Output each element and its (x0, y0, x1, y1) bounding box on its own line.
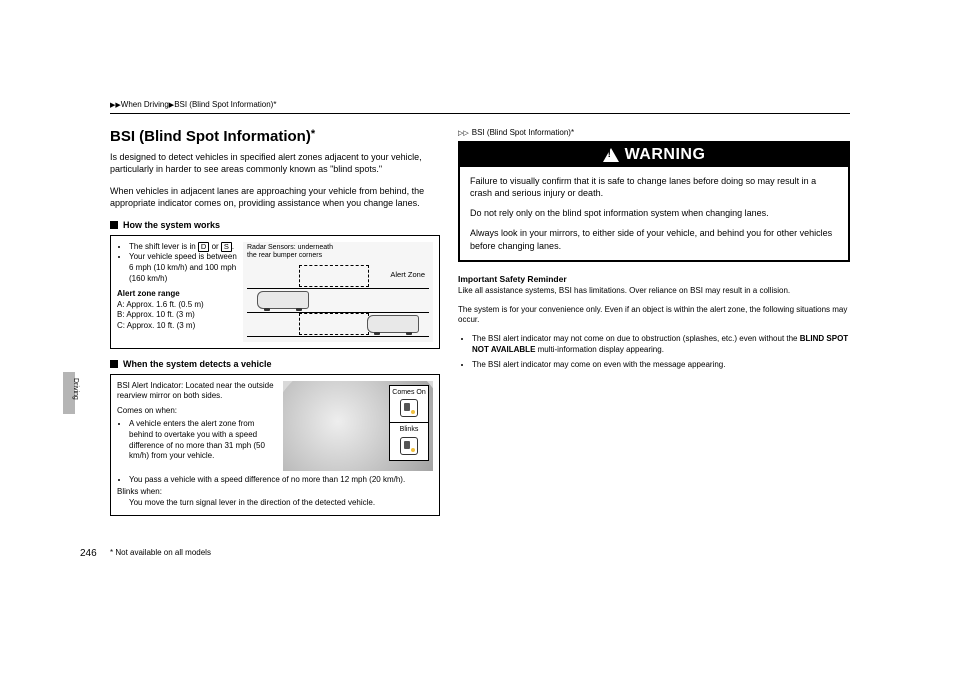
blinks-desc: You move the turn signal lever in the di… (117, 498, 433, 509)
section-tab-label: Driving (72, 378, 79, 400)
square-bullet-icon (110, 360, 118, 368)
side-reference: ▷▷BSI (Blind Spot Information)* (458, 128, 850, 137)
own-car-icon (257, 291, 309, 309)
alert-zone-illustration: Radar Sensors: underneath the rear bumpe… (243, 242, 433, 342)
range-heading: Alert zone range (117, 289, 237, 300)
range-a: A: Approx. 1.6 ft. (0.5 m) (117, 300, 237, 311)
title-asterisk: * (311, 128, 315, 140)
reminder-bullet: The BSI alert indicator may not come on … (472, 334, 850, 356)
square-bullet-icon (110, 221, 118, 229)
comes-on-bullet: You pass a vehicle with a speed differen… (129, 475, 433, 486)
blinks-label: Blinks (390, 425, 428, 434)
comes-on-label: Comes on when: (117, 406, 277, 417)
divider (110, 113, 850, 114)
title-text: BSI (Blind Spot Information) (110, 128, 311, 145)
side-ref-asterisk: * (571, 128, 574, 137)
range-b: B: Approx. 10 ft. (3 m) (117, 310, 237, 321)
warning-paragraph: Always look in your mirrors, to either s… (470, 227, 838, 251)
condition-bullet: Your vehicle speed is between 6 mph (10 … (129, 252, 237, 284)
main-column: BSI (Blind Spot Information)* Is designe… (110, 128, 440, 522)
range-c: C: Approx. 10 ft. (3 m) (117, 321, 237, 332)
side-ref-text: BSI (Blind Spot Information) (472, 128, 571, 137)
warning-header: WARNING (460, 143, 848, 167)
warning-paragraph: Do not rely only on the blind spot infor… (470, 207, 838, 219)
page-number: 246 (80, 548, 97, 559)
reminder-paragraph: Like all assistance systems, BSI has lim… (458, 286, 850, 297)
reminder-heading: Important Safety Reminder (458, 274, 850, 284)
section-heading-text: How the system works (123, 220, 220, 230)
indicator-legend: Comes On Blinks (389, 385, 429, 462)
breadcrumb-asterisk: * (273, 100, 276, 109)
reminder-paragraph: The system is for your convenience only.… (458, 305, 850, 327)
detection-text: BSI Alert Indicator: Located near the ou… (117, 381, 277, 471)
footnote: * Not available on all models (110, 548, 211, 557)
condition-bullet: The shift lever is in D or S. (129, 242, 237, 253)
warning-callout: WARNING Failure to visually confirm that… (458, 141, 850, 262)
diagram-text: The shift lever is in D or S. Your vehic… (117, 242, 237, 342)
section-heading: When the system detects a vehicle (110, 359, 440, 369)
breadcrumb-level1: When Driving (121, 100, 169, 109)
manual-page: Driving ▶▶When Driving▶BSI (Blind Spot I… (110, 100, 850, 522)
warning-triangle-icon (603, 148, 619, 162)
detection-diagram: BSI Alert Indicator: Located near the ou… (110, 374, 440, 516)
other-car-icon (367, 315, 419, 333)
page-title: BSI (Blind Spot Information)* (110, 128, 440, 145)
bsi-indicator-on-icon (400, 399, 418, 417)
bsi-indicator-blink-icon (400, 437, 418, 455)
warning-paragraph: Failure to visually confirm that it is s… (470, 175, 838, 199)
alert-zone-label: Alert Zone (390, 270, 425, 280)
mirror-illustration: Comes On Blinks (283, 381, 433, 471)
intro-paragraph: When vehicles in adjacent lanes are appr… (110, 185, 440, 209)
shift-s-icon: S (221, 242, 232, 252)
how-it-works-diagram: The shift lever is in D or S. Your vehic… (110, 235, 440, 349)
comes-on-bullet: A vehicle enters the alert zone from beh… (129, 419, 277, 462)
breadcrumb-level2: BSI (Blind Spot Information) (174, 100, 273, 109)
section-heading: How the system works (110, 220, 440, 230)
reference-icon: ▷▷ (458, 130, 469, 137)
sensor-label: Radar Sensors: underneath the rear bumpe… (247, 244, 337, 261)
intro-paragraph: Is designed to detect vehicles in specif… (110, 151, 440, 175)
shift-d-icon: D (198, 242, 209, 252)
warning-title: WARNING (625, 146, 706, 164)
indicator-location: BSI Alert Indicator: Located near the ou… (117, 381, 277, 403)
blinks-label: Blinks when: (117, 487, 433, 498)
section-heading-text: When the system detects a vehicle (123, 359, 272, 369)
breadcrumb-arrow-icon: ▶▶ (110, 102, 121, 109)
reminder-bullet: The BSI alert indicator may come on even… (472, 360, 850, 371)
side-column: ▷▷BSI (Blind Spot Information)* WARNING … (458, 128, 850, 522)
comes-on-label: Comes On (390, 388, 428, 397)
breadcrumb: ▶▶When Driving▶BSI (Blind Spot Informati… (110, 100, 850, 109)
